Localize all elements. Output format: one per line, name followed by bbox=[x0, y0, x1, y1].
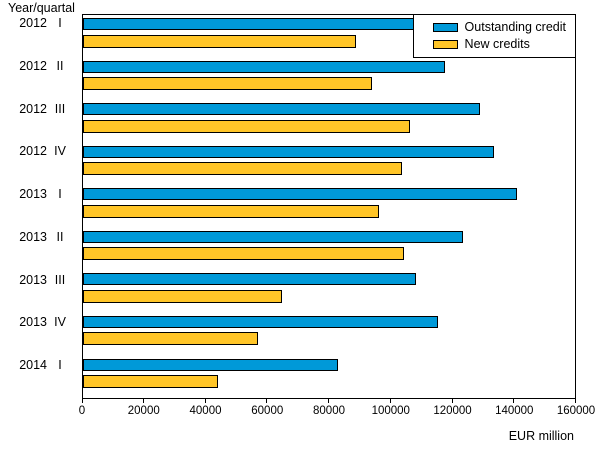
year-label: 2012 bbox=[19, 144, 47, 159]
bar-outstanding-credit bbox=[83, 145, 494, 158]
legend-label-new-credits: New credits bbox=[464, 37, 530, 51]
category-label: 2013 I bbox=[0, 187, 82, 201]
tick-label: 160000 bbox=[556, 405, 596, 417]
category-label: 2014 I bbox=[0, 358, 82, 372]
category-label: 2013 II bbox=[0, 230, 82, 244]
category-row: 2013 I bbox=[0, 185, 82, 228]
quarter-label: I bbox=[58, 16, 62, 30]
category-row: 2013 IV bbox=[0, 313, 82, 356]
tick-mark bbox=[328, 399, 329, 403]
tick-label: 0 bbox=[78, 405, 86, 417]
legend-item-new-credits: New credits bbox=[432, 37, 566, 51]
bar-new-credits bbox=[83, 162, 403, 176]
tick-mark bbox=[575, 399, 576, 403]
quarter-label: II bbox=[56, 58, 64, 73]
bar-group bbox=[83, 228, 575, 271]
tick-mark bbox=[389, 399, 391, 403]
quarter-label: I bbox=[58, 358, 62, 373]
legend-swatch-new-credits bbox=[432, 39, 458, 49]
legend-item-outstanding-credit: Outstanding credit bbox=[432, 20, 566, 34]
category-row: 2012 IV bbox=[0, 142, 82, 185]
year-label: 2014 bbox=[19, 358, 47, 373]
tick-mark bbox=[204, 399, 206, 403]
bar-outstanding-credit bbox=[83, 60, 446, 73]
bar-group bbox=[83, 15, 575, 58]
quarter-label: III bbox=[54, 272, 66, 287]
bar-outstanding-credit bbox=[83, 273, 417, 286]
bar-outstanding-credit bbox=[83, 230, 463, 243]
legend-swatch-outstanding-credit bbox=[432, 22, 458, 32]
category-row: 2012 II bbox=[0, 57, 82, 100]
tick-label: 140000 bbox=[495, 405, 534, 417]
year-label: 2012 bbox=[19, 58, 47, 73]
quarter-label: III bbox=[54, 101, 66, 116]
category-labels: 2012 I 2012 II 2012 III 2012 IV 2013 I 2013 II 2013 I… bbox=[0, 14, 82, 399]
category-label: 2013 III bbox=[0, 273, 82, 287]
quarter-label: II bbox=[56, 229, 64, 244]
bar-outstanding-credit bbox=[83, 358, 338, 371]
bar-new-credits bbox=[83, 204, 379, 218]
x-axis-ticks: 0 20000 40000 60000 80000 100000 120000 140000 1… bbox=[78, 399, 595, 423]
bar-outstanding-credit bbox=[83, 103, 480, 116]
tick-mark bbox=[142, 399, 144, 403]
bar-new-credits bbox=[83, 289, 283, 303]
bar-new-credits bbox=[83, 332, 258, 346]
category-label: 2012 II bbox=[0, 59, 82, 73]
bar-new-credits bbox=[83, 247, 405, 261]
tick-label: 20000 bbox=[127, 405, 160, 417]
year-label: 2012 bbox=[19, 16, 47, 30]
y-axis-title: Year/quartal bbox=[8, 1, 75, 15]
tick-mark bbox=[513, 399, 515, 403]
plot-area bbox=[82, 14, 576, 399]
bar-group bbox=[83, 185, 575, 228]
bar-group bbox=[83, 58, 575, 101]
bar-group bbox=[83, 356, 575, 399]
tick-mark bbox=[451, 399, 453, 403]
legend-label-outstanding-credit: Outstanding credit bbox=[464, 20, 566, 34]
bar-new-credits bbox=[83, 34, 356, 48]
quarter-label: I bbox=[58, 187, 62, 202]
category-label: 2012 IV bbox=[0, 144, 82, 158]
year-label: 2013 bbox=[19, 272, 47, 287]
tick-label: 100000 bbox=[371, 405, 410, 417]
year-label: 2013 bbox=[19, 187, 47, 202]
bar-new-credits bbox=[83, 77, 373, 91]
bar-group bbox=[83, 100, 575, 143]
category-row: 2014 I bbox=[0, 356, 82, 399]
bar-group bbox=[83, 270, 575, 313]
quarter-label: IV bbox=[54, 315, 66, 330]
tick-mark bbox=[82, 399, 83, 403]
category-row: 2012 III bbox=[0, 100, 82, 143]
bar-new-credits bbox=[83, 119, 411, 133]
bar-outstanding-credit bbox=[83, 315, 439, 328]
category-label: 2013 IV bbox=[0, 315, 82, 329]
category-label: 2012 III bbox=[0, 102, 82, 116]
category-row: 2013 II bbox=[0, 228, 82, 271]
bar-outstanding-credit bbox=[83, 188, 518, 201]
bar-outstanding-credit bbox=[83, 18, 418, 30]
year-label: 2013 bbox=[19, 229, 47, 244]
legend: Outstanding credit New credits bbox=[412, 14, 576, 58]
tick-label: 120000 bbox=[433, 405, 472, 417]
tick-label: 40000 bbox=[189, 405, 222, 417]
bar-group bbox=[83, 313, 575, 356]
year-label: 2012 bbox=[19, 101, 47, 116]
tick-label: 60000 bbox=[251, 405, 284, 417]
tick-label: 80000 bbox=[313, 405, 345, 417]
category-label: 2012 I bbox=[0, 16, 82, 30]
category-row: 2012 I bbox=[0, 14, 82, 57]
x-axis-title: EUR million bbox=[508, 429, 574, 443]
category-row: 2013 III bbox=[0, 271, 82, 314]
bar-group bbox=[83, 143, 575, 186]
bar-new-credits bbox=[83, 375, 219, 388]
tick-mark bbox=[266, 399, 268, 403]
quarter-label: IV bbox=[54, 144, 66, 159]
year-label: 2013 bbox=[19, 315, 47, 330]
